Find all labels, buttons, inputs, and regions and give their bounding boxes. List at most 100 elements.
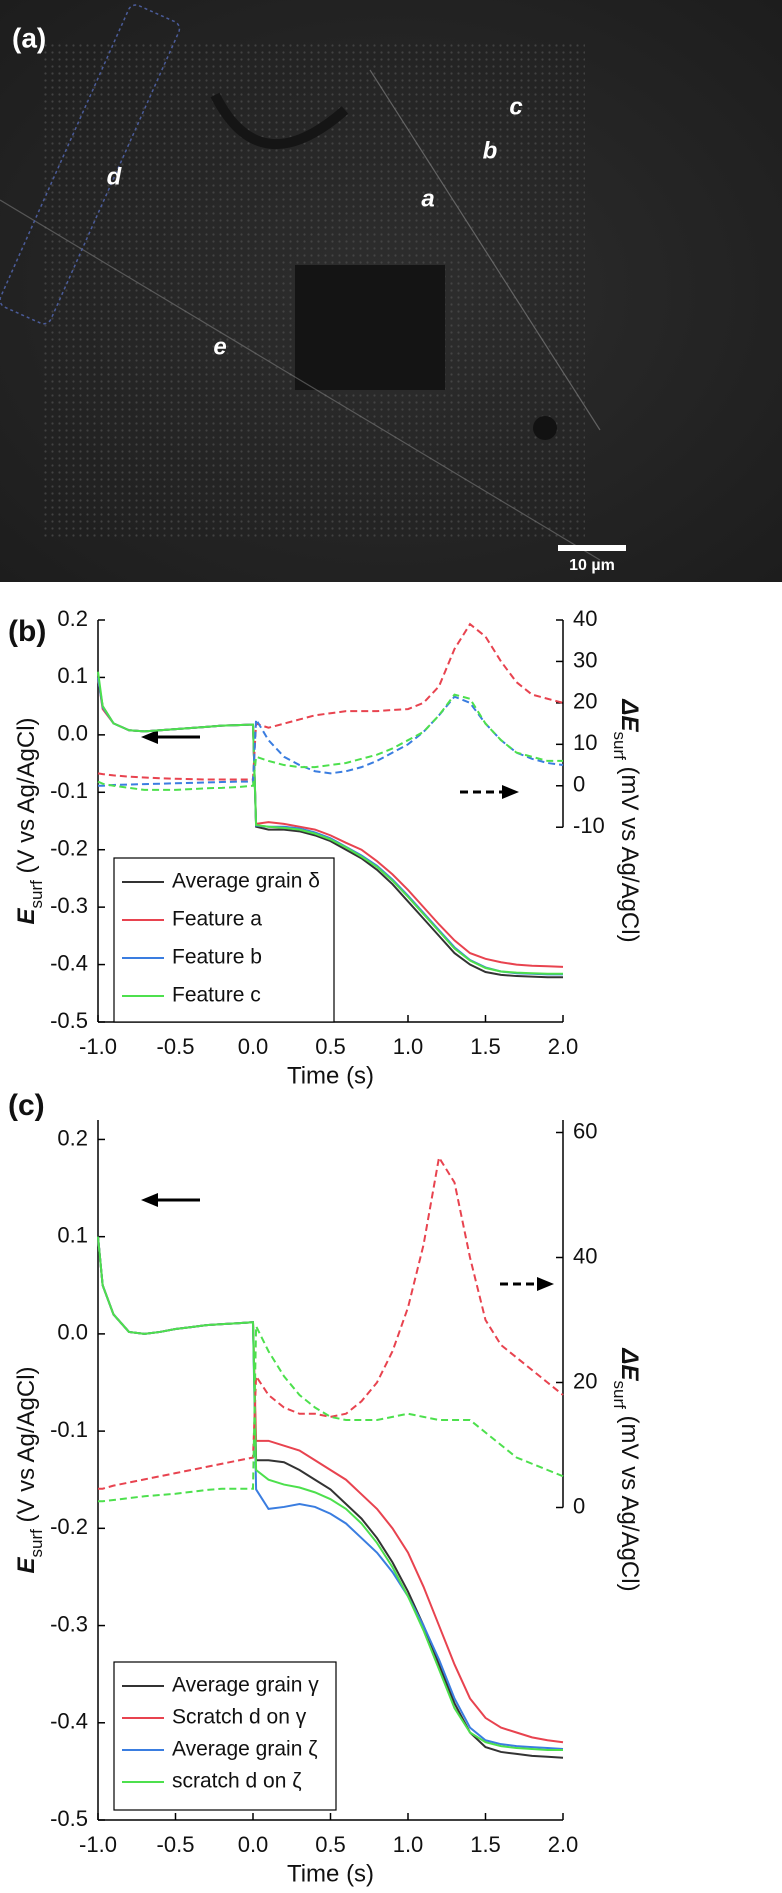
y2-tick-label: 10 [573,730,597,755]
panel-label: (b) [8,615,46,648]
y-tick-label: -0.2 [50,836,88,861]
y-tick-label: -0.4 [50,1709,88,1734]
chart: (c) -0.5 -0.4 -0.3 -0.2 -0.1 0.0 0.1 0.2 0 20 40 60 -… [8,1089,643,1887]
feature-label: d [107,163,123,190]
axis-arrows [141,730,554,1291]
y2-tick-label: 40 [573,606,597,631]
x-tick-label: -0.5 [157,1034,195,1059]
feature-label: c [509,93,522,120]
feature-label: a [421,185,434,212]
x-tick-label: -0.5 [157,1832,195,1857]
scratch [0,199,601,561]
y2-tick-label: 0 [573,1493,585,1518]
x-tick-label: 2.0 [548,1034,579,1059]
x-tick-label: 1.0 [393,1034,424,1059]
region-outline [0,4,181,325]
y2-tick-label: 0 [573,772,585,797]
legend-label: Scratch d on γ [172,1706,307,1729]
x-axis-label: Time (s) [287,1062,374,1089]
y2-tick-label: 20 [573,1368,597,1393]
y2-axis-label-symbol: ΔE [616,698,643,732]
x-tick-label: 0.5 [315,1034,346,1059]
x-tick-label: 2.0 [548,1832,579,1857]
y-axis-label-symbol: E [13,1557,40,1574]
y-tick-label: -0.1 [50,1417,88,1442]
arrow-head [141,1193,158,1207]
dashed-series-line [98,695,564,787]
legend-label: Average grain δ [172,870,320,893]
y-axis-label-rest: (V vs Ag/AgCl) [13,717,40,880]
scale-bar-label: 10 µm [569,557,615,574]
micrograph-panel: (a) a b c d e 10 µm [0,0,782,582]
x-tick-label: 1.0 [393,1832,424,1857]
y-tick-label: 0.2 [57,606,88,631]
legend-label: Average grain ζ [172,1738,317,1761]
y-tick-label: -0.5 [50,1008,88,1033]
arrow-head [141,730,158,744]
legend-label: Feature b [172,946,262,969]
x-tick-label: 1.5 [470,1832,501,1857]
y-axis-label-rest: (V vs Ag/AgCl) [13,1366,40,1529]
y2-tick-label: 30 [573,647,597,672]
y-axis-label-symbol: E [13,908,40,925]
y2-axis-label-rest: (mV vs Ag/AgCl) [616,760,643,943]
legend-label: Feature a [172,908,262,931]
pit [533,416,557,440]
y-axis-label-subscript: surf [27,1529,46,1558]
y-axis-label-subscript: surf [27,880,46,909]
arrow-head [537,1277,554,1291]
scale-bar [558,545,626,551]
y-tick-label: -0.3 [50,893,88,918]
y2-axis-label-rest: (mV vs Ag/AgCl) [616,1409,643,1592]
dashed-series-line [98,1325,564,1503]
y2-tick-label: -10 [573,813,605,838]
y-tick-label: 0.0 [57,1320,88,1345]
legend-box [113,857,335,1023]
chart: (b) -0.5 -0.4 -0.3 -0.2 -0.1 0.0 0.1 0.2 -10 0 10 20… [8,606,643,1090]
dashed-series-line [97,622,564,781]
legend-label: Feature c [172,984,261,1007]
feature-label: b [483,137,498,164]
y-tick-label: -0.3 [50,1611,88,1636]
legend-label: scratch d on ζ [172,1770,302,1793]
x-axis-label: Time (s) [287,1860,374,1887]
series-line [97,671,563,975]
y-axis-label: Esurf (V vs Ag/AgCl) [13,717,46,924]
x-tick-label: -1.0 [79,1832,117,1857]
y2-tick-label: 40 [573,1243,597,1268]
y2-tick-label: 20 [573,689,597,714]
panel-label: (c) [8,1089,45,1122]
scratch [369,69,601,431]
dashed-series-line [98,1154,564,1490]
grain-feature [210,92,349,149]
y-tick-label: 0.1 [57,1222,88,1247]
panel-label: (a) [12,22,46,53]
x-tick-label: 0.0 [238,1034,269,1059]
y-tick-label: -0.2 [50,1514,88,1539]
x-tick-label: 0.5 [315,1832,346,1857]
legend-label: Average grain γ [172,1674,319,1697]
y2-axis-label-symbol: ΔE [616,1347,643,1381]
y2-tick-label: 60 [573,1118,597,1143]
dark-square [295,265,445,390]
y2-axis-label: ΔEsurf (mV vs Ag/AgCl) [610,698,643,942]
x-tick-label: 1.5 [470,1034,501,1059]
y2-axis-label-subscript: surf [610,1381,629,1410]
y-tick-label: 0.2 [57,1125,88,1150]
x-tick-label: 0.0 [238,1832,269,1857]
y-tick-label: 0.1 [57,663,88,688]
y-tick-label: -0.4 [50,950,88,975]
x-tick-label: -1.0 [79,1034,117,1059]
arrow-head [502,785,519,799]
series-line [97,1236,563,1751]
y2-axis-label-subscript: surf [610,732,629,761]
y2-axis-label: ΔEsurf (mV vs Ag/AgCl) [610,1347,643,1591]
y-tick-label: 0.0 [57,721,88,746]
y-axis-label: Esurf (V vs Ag/AgCl) [13,1366,46,1573]
y-tick-label: -0.1 [50,778,88,803]
feature-label: e [213,333,226,360]
dashed-series-line [97,693,563,791]
y-tick-label: -0.5 [50,1806,88,1831]
